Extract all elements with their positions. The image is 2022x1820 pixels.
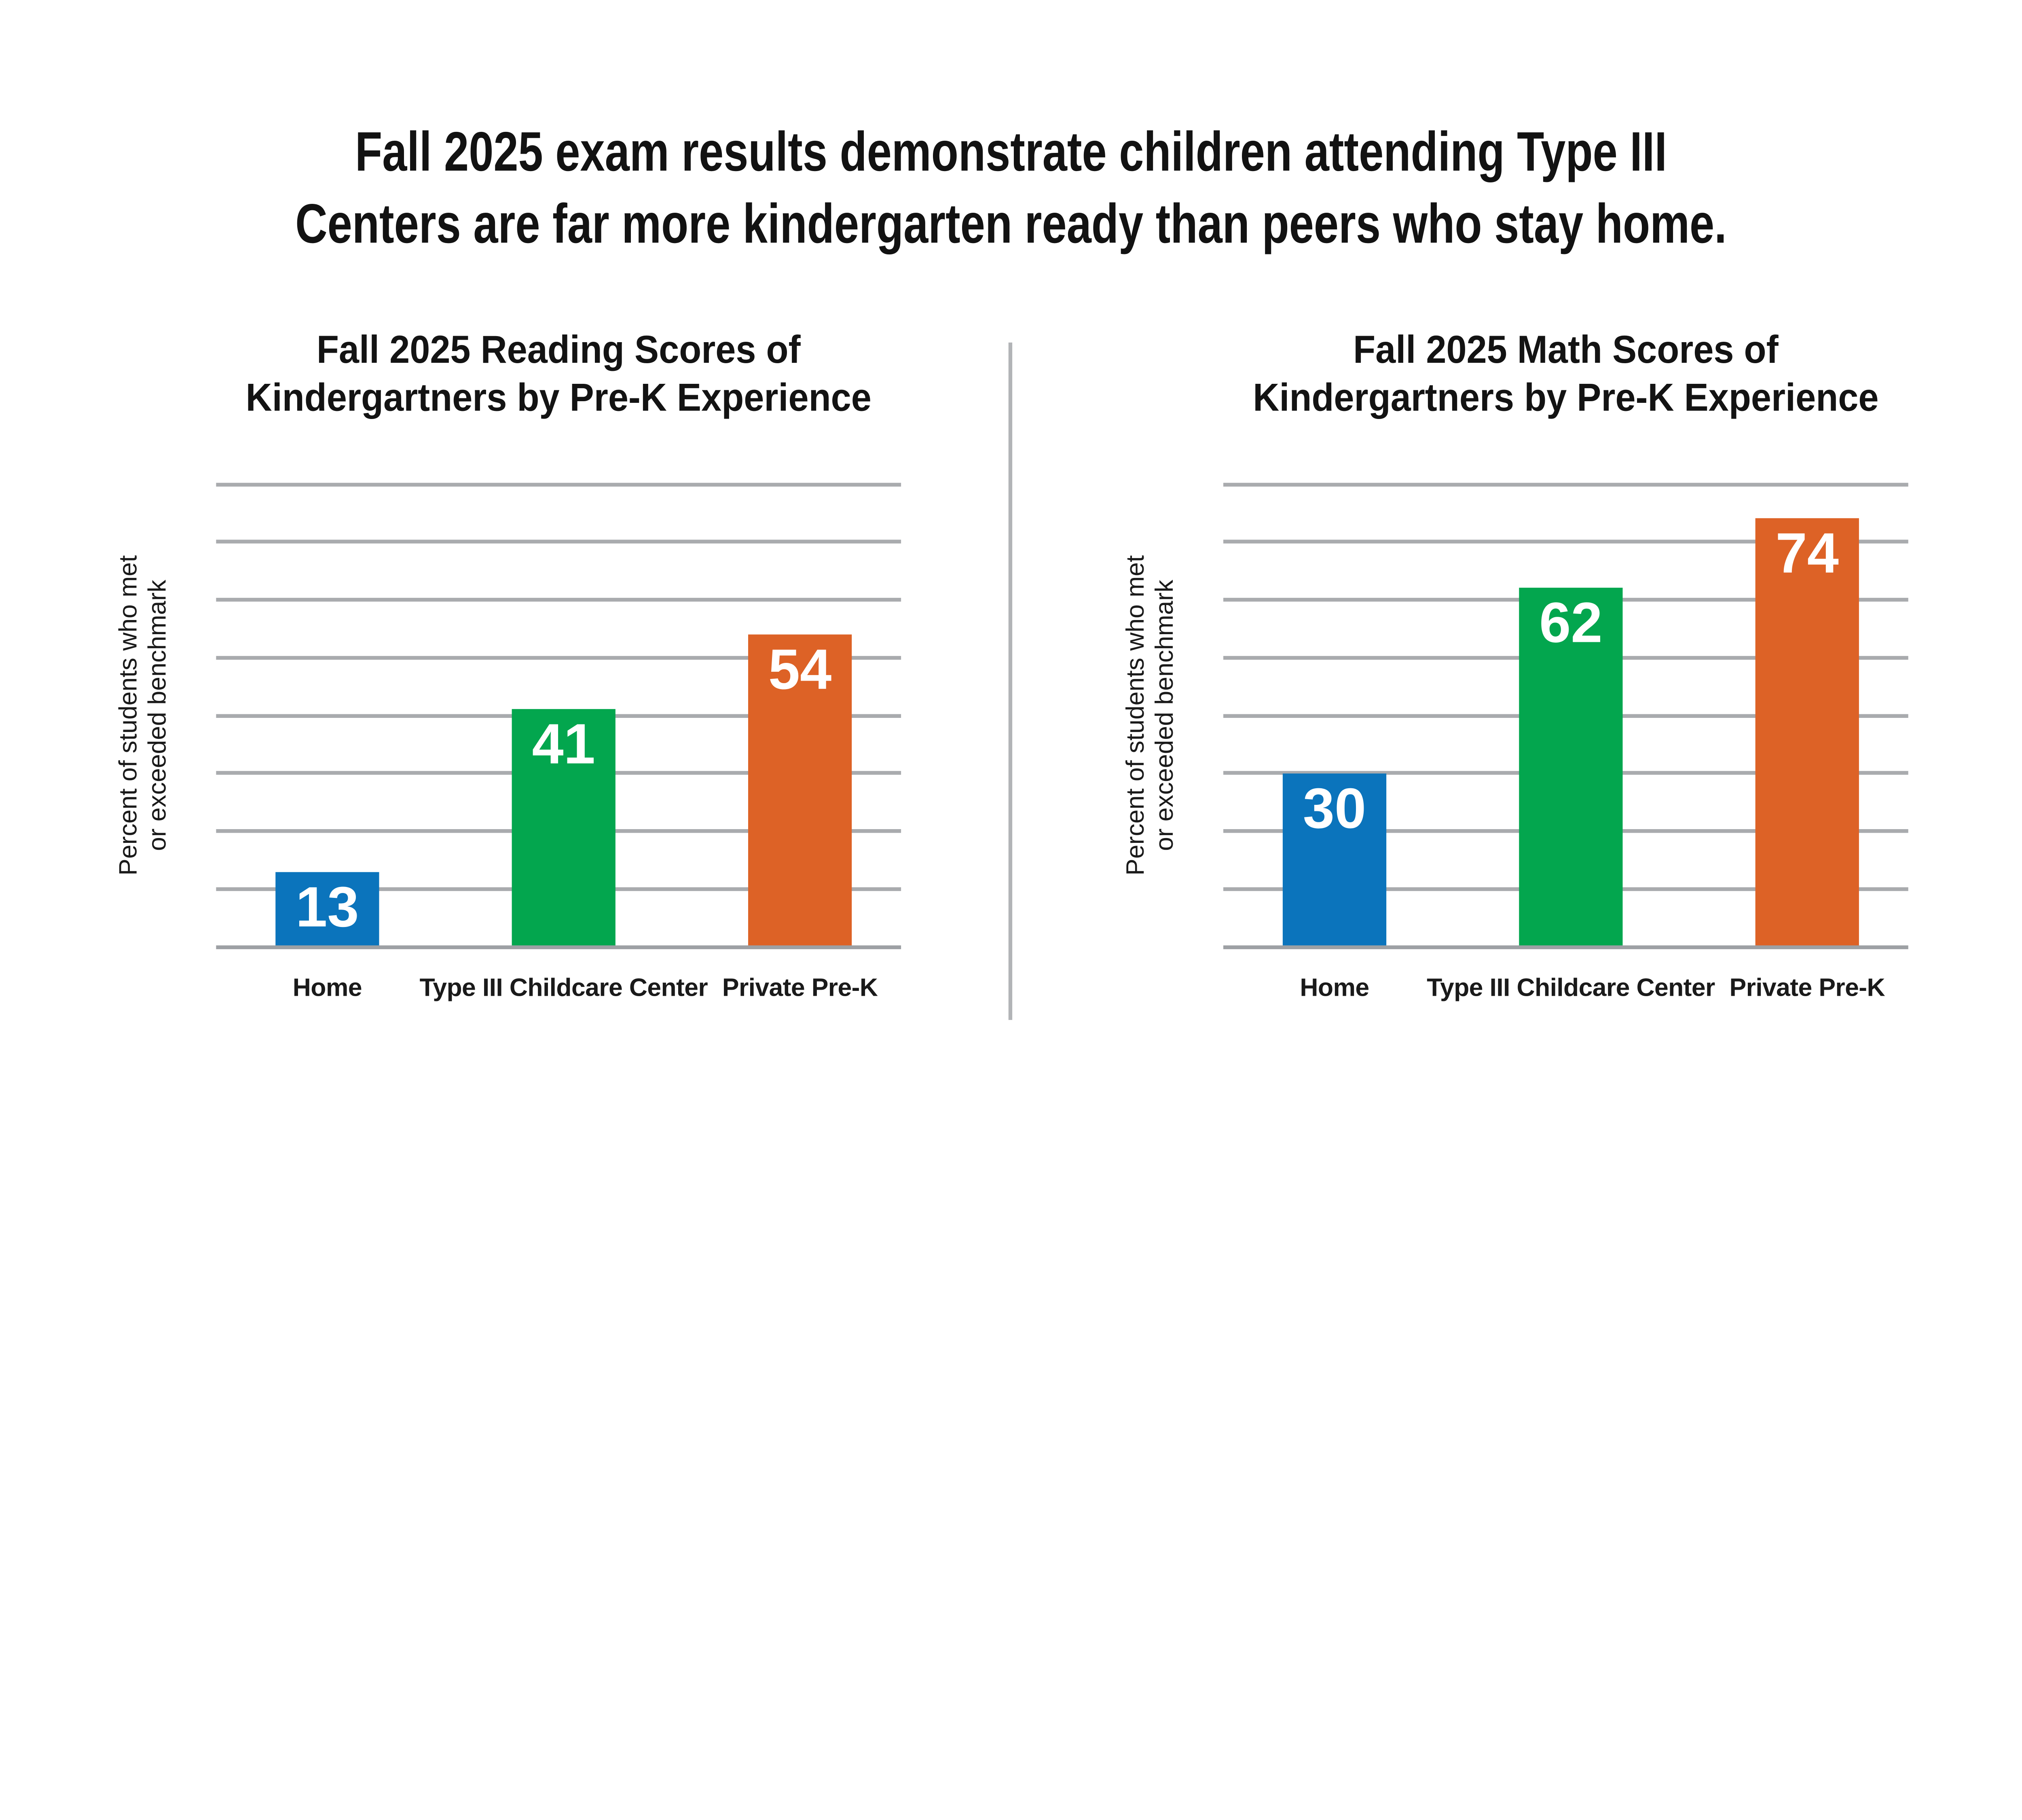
x-axis-labels: Home Type III Childcare Center Private Pre… xyxy=(216,974,901,1017)
main-title-line2: Centers are far more kindergarten ready … xyxy=(295,193,1727,256)
bar-value-label: 74 xyxy=(1775,521,1839,586)
bar-private-pre-k: 54 xyxy=(748,634,852,947)
y-axis-label: Percent of students who met or exceeded … xyxy=(115,555,172,876)
bar-value-label: 13 xyxy=(296,874,359,939)
x-axis-label-private-pre-k: Private Pre-K xyxy=(722,974,878,1003)
x-axis-label-home: Home xyxy=(1300,974,1369,1003)
gridline xyxy=(1223,540,1908,544)
x-axis-label-private-pre-k: Private Pre-K xyxy=(1729,974,1885,1003)
infographic-canvas: Fall 2025 exam results demonstrate child… xyxy=(0,0,2022,1138)
y-axis-label: Percent of students who met or exceeded … xyxy=(1122,555,1179,876)
bar-value-label: 41 xyxy=(532,712,595,777)
gridline xyxy=(216,482,901,486)
chart-title: Fall 2025 Math Scores of Kindergartners … xyxy=(1201,326,1930,422)
plot-area: 30 62 74 xyxy=(1223,482,1908,949)
main-title-line1: Fall 2025 exam results demonstrate child… xyxy=(355,121,1667,184)
bar-home: 30 xyxy=(1282,773,1387,947)
gridline xyxy=(216,540,901,544)
main-title: Fall 2025 exam results demonstrate child… xyxy=(202,116,1820,260)
bar-value-label: 62 xyxy=(1539,590,1603,655)
reading-scores-chart: Fall 2025 Reading Scores of Kindergartne… xyxy=(0,0,1011,1138)
bar-value-label: 30 xyxy=(1303,775,1366,840)
gridline xyxy=(1223,482,1908,486)
charts-divider xyxy=(1008,342,1013,1020)
chart-title: Fall 2025 Reading Scores of Kindergartne… xyxy=(194,326,923,422)
gridline xyxy=(216,656,901,660)
x-axis-label-home: Home xyxy=(292,974,362,1003)
chart-title-line2: Kindergartners by Pre-K Experience xyxy=(1253,375,1879,420)
bar-type-iii-childcare-center: 62 xyxy=(1519,588,1623,947)
chart-title-line1: Fall 2025 Math Scores of xyxy=(1353,327,1779,372)
x-axis-labels: Home Type III Childcare Center Private Pre… xyxy=(1223,974,1908,1017)
x-axis-label-type-iii-childcare-center: Type III Childcare Center xyxy=(1427,974,1715,1003)
gridline xyxy=(216,598,901,602)
x-axis-line xyxy=(216,944,901,949)
chart-title-line1: Fall 2025 Reading Scores of xyxy=(316,327,801,372)
x-axis-line xyxy=(1223,944,1908,949)
x-axis-label-type-iii-childcare-center: Type III Childcare Center xyxy=(419,974,708,1003)
math-scores-chart: Fall 2025 Math Scores of Kindergartners … xyxy=(1011,0,2022,1138)
bar-private-pre-k: 74 xyxy=(1755,518,1859,947)
chart-title-line2: Kindergartners by Pre-K Experience xyxy=(245,375,871,420)
bar-home: 13 xyxy=(275,871,379,947)
bar-value-label: 54 xyxy=(768,637,832,702)
plot-area: 13 41 54 xyxy=(216,482,901,949)
bar-type-iii-childcare-center: 41 xyxy=(512,709,615,947)
